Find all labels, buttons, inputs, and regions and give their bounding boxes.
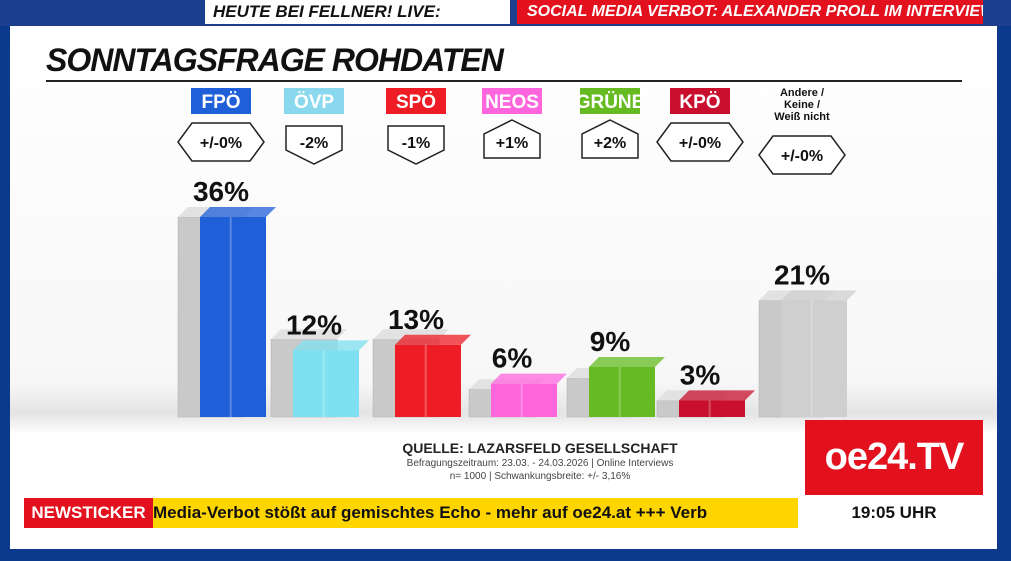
topbar-headline: SOCIAL MEDIA VERBOT: ALEXANDER PROLL IM … xyxy=(517,0,983,24)
bar-top xyxy=(781,290,857,301)
source-title: QUELLE: LAZARSFELD GESELLSCHAFT xyxy=(402,440,678,456)
survey-period: Befragungszeitraum: 23.03. - 24.03.2026 … xyxy=(406,458,674,469)
bar xyxy=(679,400,745,417)
party-label-box xyxy=(670,88,730,114)
bar xyxy=(491,383,557,417)
bar-top xyxy=(395,334,471,345)
previous-bar-top xyxy=(271,329,347,340)
party-label: KPÖ xyxy=(679,92,720,113)
bar-highlight xyxy=(810,300,813,417)
source-block: QUELLE: LAZARSFELD GESELLSCHAFT Befragun… xyxy=(330,440,750,482)
change-label: +/-0% xyxy=(679,135,721,152)
top-banner: HEUTE BEI FELLNER! LIVE: SOCIAL MEDIA VE… xyxy=(0,0,1011,26)
party-label-line: Andere / xyxy=(780,87,824,99)
change-badge xyxy=(656,122,744,162)
value-label: 9% xyxy=(590,326,631,357)
bar-highlight xyxy=(520,383,523,417)
bar-highlight xyxy=(322,350,325,417)
bar xyxy=(395,344,461,417)
bar-highlight xyxy=(229,217,232,417)
bottom-frame xyxy=(0,549,1011,561)
bar-top xyxy=(679,390,755,401)
change-label: +/-0% xyxy=(200,135,242,152)
change-badge xyxy=(387,125,445,165)
bar xyxy=(293,350,359,417)
change-badge xyxy=(758,135,846,175)
value-label: 13% xyxy=(388,304,444,335)
newsticker-text: Media-Verbot stößt auf gemischtes Echo -… xyxy=(153,498,798,528)
clock: 19:05 UHR xyxy=(805,495,983,531)
party-label: SPÖ xyxy=(396,92,436,113)
party-label-line: Weiß nicht xyxy=(774,111,830,123)
party-label-box xyxy=(482,88,542,114)
title-underline xyxy=(46,80,962,82)
party-label: FPÖ xyxy=(201,92,240,113)
left-frame xyxy=(0,0,10,561)
change-label: +/-0% xyxy=(781,148,823,165)
bar xyxy=(589,367,655,417)
party-label-box xyxy=(284,88,344,114)
change-badge xyxy=(285,125,343,165)
value-label: 3% xyxy=(680,359,721,390)
change-label: +1% xyxy=(496,135,528,152)
bar xyxy=(200,217,266,417)
change-label: -1% xyxy=(402,135,430,152)
change-badge xyxy=(177,122,265,162)
change-badge xyxy=(581,119,639,159)
oe24-logo: oe24.TV xyxy=(805,420,983,495)
bar xyxy=(781,300,847,417)
value-label: 36% xyxy=(193,176,249,207)
sample-info: n= 1000 | Schwankungsbreite: +/- 3,16% xyxy=(449,471,631,482)
chart-title: SONNTAGSFRAGE ROHDATEN xyxy=(46,42,504,78)
right-frame xyxy=(997,0,1011,561)
topbar-live-label: HEUTE BEI FELLNER! LIVE: xyxy=(205,0,510,24)
bar-highlight xyxy=(424,344,427,417)
bar-highlight xyxy=(708,400,711,417)
bar-top xyxy=(200,207,276,217)
party-label: ÖVP xyxy=(294,92,334,113)
change-label: -2% xyxy=(300,135,328,152)
value-label: 6% xyxy=(492,343,533,374)
bar-top xyxy=(589,357,665,367)
party-label: NEOS xyxy=(485,92,539,113)
party-label-box xyxy=(386,88,446,114)
change-label: +2% xyxy=(594,135,626,152)
value-label: 21% xyxy=(774,259,830,290)
newsticker-label: NEWSTICKER xyxy=(24,498,153,528)
party-label-box xyxy=(191,88,251,114)
party-label-box xyxy=(580,88,640,114)
bar-top xyxy=(293,340,369,351)
bar-highlight xyxy=(618,367,621,417)
party-label: GRÜNE xyxy=(576,92,645,113)
bar-top xyxy=(491,373,567,384)
party-label-line: Keine / xyxy=(784,99,820,111)
value-label: 12% xyxy=(286,309,342,340)
change-badge xyxy=(483,119,541,159)
